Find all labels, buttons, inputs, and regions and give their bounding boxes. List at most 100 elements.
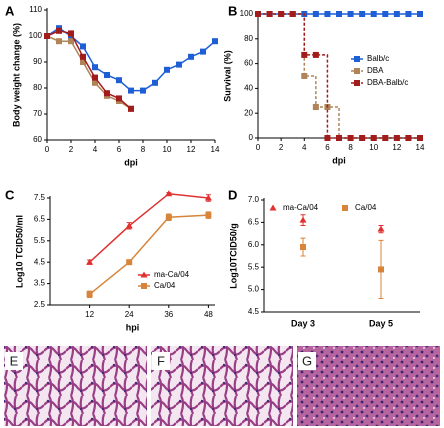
y-tick-label: 2.5: [34, 300, 46, 309]
panel-label: B: [228, 3, 237, 18]
marker: [417, 135, 423, 141]
x-axis-label: dpi: [332, 155, 346, 165]
marker: [370, 11, 377, 17]
marker: [405, 135, 412, 141]
legend-marker: [354, 68, 360, 74]
y-tick-label: 40: [244, 84, 253, 93]
marker: [56, 38, 62, 45]
marker: [200, 48, 206, 55]
x-tick-label: Day 5: [369, 318, 393, 328]
x-tick-label: 24: [125, 310, 134, 319]
marker: [80, 43, 86, 50]
x-tick-label: 14: [416, 143, 425, 152]
marker: [140, 87, 146, 94]
marker: [116, 77, 122, 84]
panel-label: E: [10, 353, 19, 368]
histology-image: [4, 346, 147, 426]
legend-label: DBA-Balb/c: [367, 78, 408, 87]
marker: [164, 66, 170, 73]
marker: [300, 244, 306, 251]
y-axis-label: Log10 TCID50/ml: [14, 215, 24, 288]
series-line: [89, 192, 209, 263]
marker: [92, 64, 98, 71]
histology-image: [297, 346, 440, 426]
marker: [393, 135, 400, 141]
x-tick-label: 6: [117, 145, 122, 154]
marker: [68, 30, 74, 37]
x-tick-label: 12: [85, 310, 94, 319]
marker: [92, 74, 98, 81]
marker: [299, 216, 307, 223]
y-tick-label: 0: [249, 133, 254, 142]
marker: [44, 33, 50, 39]
marker: [80, 53, 86, 60]
marker: [204, 194, 212, 201]
marker: [255, 11, 261, 17]
panel-label: G: [302, 353, 312, 368]
legend-marker: [354, 56, 360, 62]
marker: [104, 72, 110, 78]
x-tick-label: 4: [302, 143, 307, 152]
marker: [301, 51, 308, 58]
marker: [370, 135, 377, 141]
marker: [417, 11, 423, 17]
marker: [312, 11, 319, 17]
x-tick-label: 2: [279, 143, 284, 152]
marker: [104, 90, 110, 97]
marker: [377, 225, 385, 232]
legend-label: Ca/04: [355, 203, 377, 212]
y-tick-label: 70: [33, 109, 42, 118]
legend-marker: [342, 205, 348, 211]
marker: [68, 38, 74, 45]
legend-label: Ca/04: [154, 281, 176, 290]
y-axis-label: Body weight change (%): [11, 23, 21, 127]
y-axis-label: Log10TCID50/g: [228, 223, 238, 289]
y-tick-label: 4.5: [248, 307, 260, 316]
marker: [126, 259, 133, 266]
series-line: [89, 214, 209, 295]
x-axis-label: hpi: [126, 322, 140, 332]
x-axis-label: dpi: [124, 157, 138, 167]
marker: [116, 95, 122, 102]
marker: [347, 11, 354, 17]
marker: [289, 11, 296, 17]
panel-label: F: [157, 353, 165, 368]
x-tick-label: 12: [392, 143, 401, 152]
marker: [165, 190, 173, 197]
marker: [382, 135, 389, 141]
marker: [336, 135, 342, 141]
y-tick-label: 7.5: [34, 193, 46, 202]
y-tick-label: 90: [33, 57, 42, 66]
marker: [405, 11, 412, 17]
step-line: [258, 13, 420, 139]
y-tick-label: 5.0: [248, 285, 260, 294]
marker: [324, 135, 331, 141]
marker: [86, 291, 93, 298]
legend-label: ma-Ca/04: [283, 203, 319, 212]
marker: [128, 105, 134, 112]
marker: [301, 73, 308, 79]
y-tick-label: 3.5: [34, 279, 46, 288]
marker: [128, 87, 134, 94]
x-tick-label: 6: [325, 143, 330, 152]
step-line: [258, 13, 420, 139]
marker: [165, 214, 172, 221]
x-tick-label: 8: [348, 143, 353, 152]
marker: [205, 212, 212, 219]
legend-marker: [140, 271, 148, 278]
y-tick-label: 6.5: [34, 215, 46, 224]
x-tick-label: 10: [163, 145, 172, 154]
y-tick-label: 20: [244, 108, 253, 117]
y-tick-label: 5.5: [248, 262, 260, 271]
marker: [312, 51, 319, 58]
marker: [324, 11, 331, 17]
x-tick-label: 48: [204, 310, 213, 319]
label-box: [152, 352, 170, 370]
legend-marker: [354, 80, 360, 86]
marker: [212, 38, 218, 45]
x-tick-label: 4: [93, 145, 98, 154]
y-tick-label: 100: [29, 31, 43, 40]
marker: [278, 11, 285, 17]
marker: [393, 11, 400, 17]
